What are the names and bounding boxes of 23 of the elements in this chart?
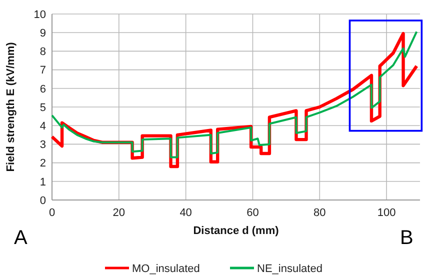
x-tick-label: 100 [377, 207, 396, 219]
y-tick-label: 5 [40, 102, 46, 114]
legend-label: NE_insulated [257, 262, 322, 275]
y-tick-label: 3 [40, 139, 46, 152]
x-tick-label: 20 [112, 207, 126, 219]
y-tick-label: 4 [40, 120, 46, 132]
x-tick-label: 60 [246, 207, 259, 219]
x-axis-title: Distance d (mm) [193, 225, 280, 237]
y-tick-label: 7 [40, 64, 46, 77]
y-tick-label: 2 [40, 158, 46, 170]
y-tick-label: 6 [40, 83, 46, 96]
y-tick-label: 1 [40, 176, 46, 188]
x-tick-label: 80 [314, 207, 326, 219]
legend-label: MO_insulated [132, 262, 200, 275]
x-tick-label: 40 [180, 207, 192, 219]
y-tick-label: 10 [34, 8, 46, 21]
y-tick-label: 9 [40, 27, 46, 40]
x-tick-label: 0 [48, 207, 56, 219]
text: B [400, 227, 414, 249]
y-tick-label: 8 [40, 46, 46, 58]
text: A [14, 227, 28, 249]
y-tick-label: 0 [40, 194, 46, 207]
y-axis-title: Field strength E (kV/mm) [5, 42, 17, 172]
